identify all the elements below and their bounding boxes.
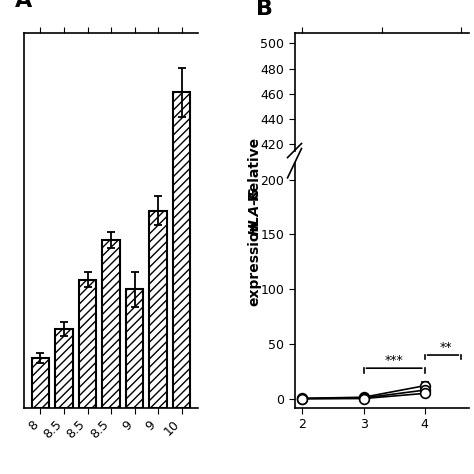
Bar [149, 210, 167, 408]
Bar [79, 280, 96, 408]
Text: B: B [256, 0, 273, 19]
Text: A: A [15, 0, 32, 11]
Bar [102, 240, 120, 408]
Bar [32, 358, 49, 408]
Bar [173, 92, 191, 408]
Bar [55, 329, 73, 408]
Text: HLA-G: HLA-G [247, 187, 261, 235]
Text: Relative: Relative [247, 136, 261, 201]
Text: ***: *** [385, 354, 403, 367]
Text: expression: expression [247, 220, 261, 306]
Text: **: ** [440, 341, 452, 354]
Bar [126, 290, 144, 408]
